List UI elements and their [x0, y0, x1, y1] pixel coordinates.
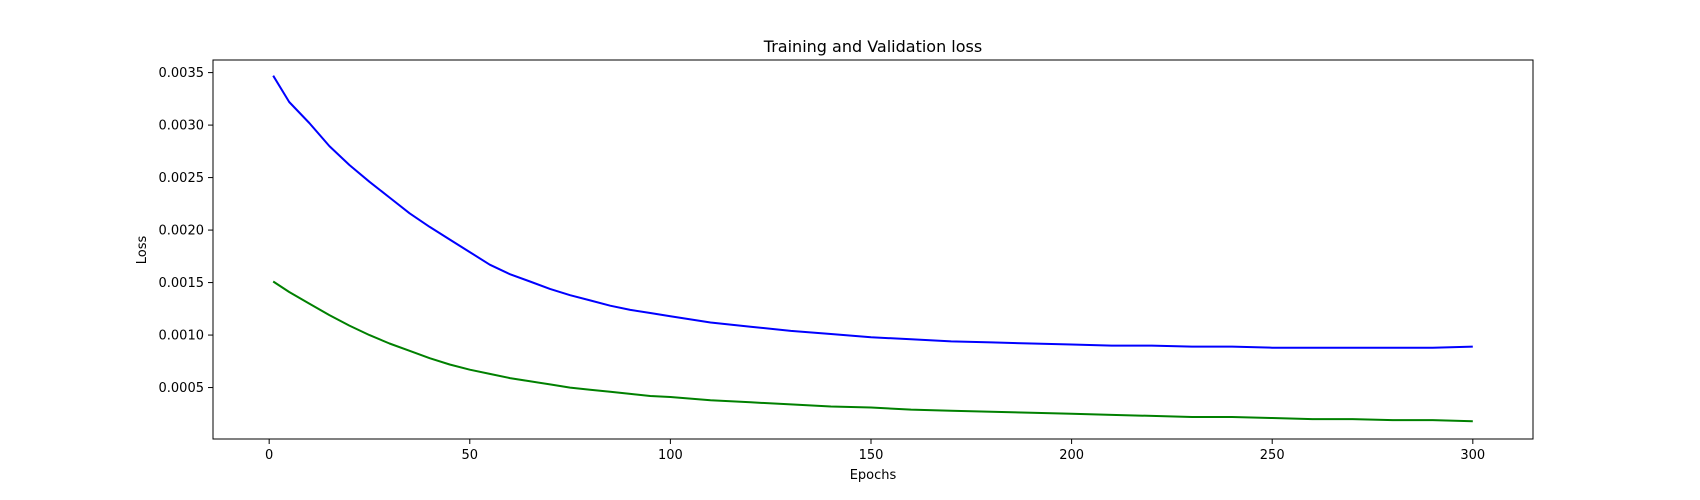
- plot-frame: [212, 59, 1534, 440]
- series-line-0: [272, 75, 1473, 349]
- y-tick-label: 0.0025: [159, 171, 205, 186]
- x-axis-label: Epochs: [850, 468, 897, 483]
- x-tick-label: 150: [859, 448, 884, 463]
- x-tick-label: 50: [462, 448, 479, 463]
- x-tick-label: 100: [658, 448, 683, 463]
- y-tick-label: 0.0005: [159, 381, 205, 396]
- y-tick-label: 0.0015: [159, 276, 205, 291]
- x-axis: 0 50 100 150 200 250 300: [265, 439, 1485, 463]
- x-tick-label: 250: [1260, 448, 1285, 463]
- y-tick-label: 0.0035: [159, 66, 205, 81]
- x-tick-label: 200: [1059, 448, 1084, 463]
- x-tick-label: 0: [265, 448, 273, 463]
- y-axis: 0.0005 0.0010 0.0015 0.0020 0.0025 0.0030 0.00…: [159, 66, 213, 396]
- y-tick-label: 0.0010: [159, 329, 205, 344]
- x-tick-label: 300: [1460, 448, 1485, 463]
- chart-title: Training and Validation loss: [763, 37, 982, 56]
- y-tick-label: 0.0030: [159, 119, 205, 134]
- y-axis-label: Loss: [135, 236, 150, 265]
- y-tick-label: 0.0020: [159, 224, 205, 239]
- series-layer: [272, 75, 1473, 423]
- series-line-1: [272, 280, 1473, 423]
